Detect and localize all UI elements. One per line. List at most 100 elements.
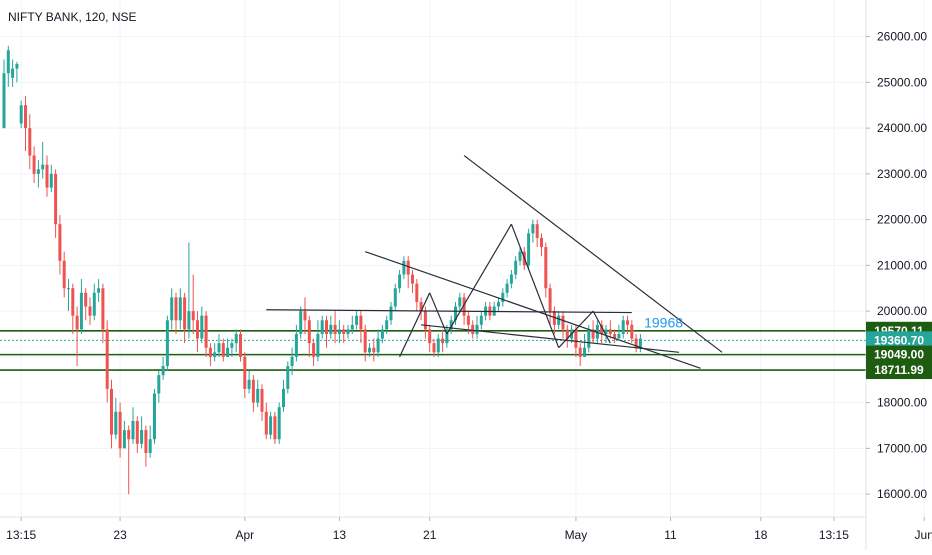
candle-body[interactable] [393, 288, 397, 307]
candle-body[interactable] [613, 333, 617, 339]
trendlines-layer[interactable] [266, 155, 723, 369]
candle-body[interactable] [617, 333, 621, 339]
candle-body[interactable] [531, 224, 535, 234]
candle-body[interactable] [355, 315, 359, 325]
candle-body[interactable] [239, 333, 242, 357]
candle-body[interactable] [574, 329, 578, 348]
candle-body[interactable] [458, 297, 462, 307]
candle-body[interactable] [165, 320, 169, 367]
candle-body[interactable] [204, 315, 208, 348]
upper-trendline[interactable] [463, 155, 723, 353]
candle-body[interactable] [350, 324, 354, 330]
candle-body[interactable] [389, 306, 393, 321]
candle-body[interactable] [621, 320, 625, 334]
candle-body[interactable] [213, 352, 217, 357]
candle-body[interactable] [157, 375, 161, 394]
candle-body[interactable] [200, 315, 204, 339]
candle-body[interactable] [269, 416, 273, 435]
candle-body[interactable] [518, 251, 522, 261]
candle-body[interactable] [333, 324, 337, 334]
channel-bottom[interactable] [421, 324, 680, 353]
candle-body[interactable] [221, 343, 225, 357]
candle-body[interactable] [320, 320, 324, 334]
candle-body[interactable] [71, 288, 75, 316]
candle-body[interactable] [45, 164, 49, 188]
candle-body[interactable] [372, 347, 376, 353]
candle-body[interactable] [97, 288, 101, 293]
candle-body[interactable] [273, 416, 277, 440]
candle-body[interactable] [479, 315, 483, 325]
zigzag-5[interactable] [558, 310, 594, 349]
candle-body[interactable] [140, 430, 144, 444]
candle-body[interactable] [230, 343, 234, 348]
candle-body[interactable] [243, 356, 247, 389]
candle-body[interactable] [540, 237, 543, 248]
zigzag-1[interactable] [399, 292, 431, 358]
candle-body[interactable] [28, 128, 32, 156]
candle-body[interactable] [436, 338, 440, 353]
candle-body[interactable] [19, 105, 23, 124]
candle-body[interactable] [346, 329, 350, 334]
candle-body[interactable] [591, 329, 595, 339]
candle-body[interactable] [385, 320, 389, 330]
candle-body[interactable] [595, 324, 599, 339]
candle-body[interactable] [67, 288, 70, 290]
candle-body[interactable] [626, 320, 629, 325]
candle-body[interactable] [6, 50, 10, 74]
candle-body[interactable] [398, 274, 402, 289]
candle-body[interactable] [264, 411, 268, 435]
candle-body[interactable] [251, 379, 255, 403]
candle-body[interactable] [234, 333, 238, 344]
candle-body[interactable] [62, 260, 66, 289]
candle-body[interactable] [600, 324, 604, 334]
candle-body[interactable] [290, 356, 294, 367]
candle-body[interactable] [368, 347, 371, 353]
candle-body[interactable] [282, 388, 285, 408]
candle-body[interactable] [565, 329, 569, 339]
candle-body[interactable] [174, 297, 178, 321]
candle-body[interactable] [445, 329, 449, 344]
candle-body[interactable] [475, 324, 479, 334]
candle-body[interactable] [178, 297, 182, 321]
candle-body[interactable] [630, 324, 634, 339]
candle-body[interactable] [527, 233, 531, 266]
zigzag-2[interactable] [429, 292, 448, 335]
candle-body[interactable] [294, 333, 298, 357]
zigzag-4[interactable] [510, 223, 560, 348]
candle-body[interactable] [509, 274, 513, 284]
candle-body[interactable] [299, 311, 303, 334]
candle-body[interactable] [359, 315, 363, 330]
candle-body[interactable] [578, 347, 582, 357]
candle-body[interactable] [135, 420, 139, 444]
candle-body[interactable] [118, 411, 122, 449]
candle-body[interactable] [363, 329, 367, 353]
candle-body[interactable] [471, 324, 475, 334]
candle-body[interactable] [548, 288, 552, 312]
candle-body[interactable] [110, 388, 113, 435]
candle-body[interactable] [105, 329, 109, 389]
candle-body[interactable] [183, 297, 187, 330]
candle-body[interactable] [114, 411, 118, 435]
candle-body[interactable] [634, 338, 638, 348]
candle-body[interactable] [337, 329, 341, 334]
candle-body[interactable] [15, 64, 19, 69]
candle-body[interactable] [153, 393, 156, 440]
candle-body[interactable] [406, 260, 410, 275]
candle-body[interactable] [75, 315, 79, 330]
candle-body[interactable] [226, 347, 230, 357]
candle-body[interactable] [41, 164, 45, 170]
candle-body[interactable] [325, 320, 328, 334]
candle-body[interactable] [92, 292, 96, 316]
candle-body[interactable] [191, 311, 195, 321]
candle-body[interactable] [462, 297, 466, 316]
candle-body[interactable] [608, 329, 612, 334]
candle-body[interactable] [428, 329, 432, 344]
candle-body[interactable] [49, 173, 53, 188]
candle-body[interactable] [316, 333, 320, 357]
candle-body[interactable] [84, 292, 88, 307]
candle-body[interactable] [514, 260, 518, 275]
candle-body[interactable] [127, 430, 131, 440]
candle-body[interactable] [329, 324, 333, 334]
candle-body[interactable] [208, 347, 212, 357]
